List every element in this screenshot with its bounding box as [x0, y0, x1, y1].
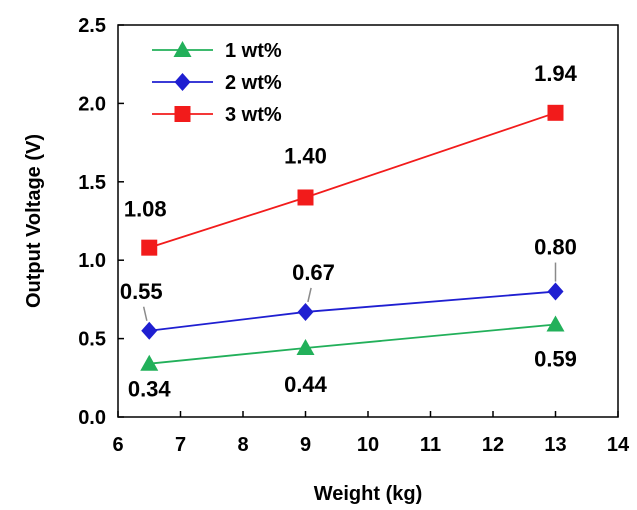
label-leader-line: [307, 287, 312, 303]
series-markers: [140, 104, 565, 371]
legend-label: 3 wt%: [225, 104, 282, 126]
label-leader-lines: [142, 262, 557, 321]
y-tick-label: 0.5: [78, 329, 106, 351]
data-point-marker: [140, 354, 159, 371]
y-tick-label: 1.5: [78, 172, 106, 194]
y-tick-label: 2.5: [78, 15, 106, 37]
x-tick-label: 10: [357, 434, 379, 456]
x-tick-label: 8: [237, 434, 248, 456]
legend-marker: [173, 41, 192, 57]
legend-marker: [174, 106, 191, 122]
data-label: 1.08: [124, 197, 167, 222]
data-point-marker: [296, 339, 315, 356]
x-tick-label: 11: [420, 434, 441, 456]
data-point-marker: [141, 321, 158, 340]
legend-marker: [174, 73, 191, 91]
data-label: 0.44: [284, 372, 328, 397]
label-leader-line: [142, 306, 148, 321]
y-tick-label: 1.0: [78, 250, 106, 272]
data-label: 0.67: [292, 260, 335, 285]
legend-label: 2 wt%: [225, 72, 282, 94]
plot-area: [117, 24, 619, 418]
legend: 1 wt% 2 wt% 3 wt%: [152, 40, 282, 126]
x-ticks: 6 7 8 9 10 11 12 13 14: [112, 411, 630, 456]
data-label: 0.34: [128, 377, 172, 402]
data-point-marker: [547, 282, 564, 301]
y-axis-title: Output Voltage (V): [23, 134, 45, 308]
x-axis-title: Weight (kg): [314, 483, 423, 505]
x-tick-label: 6: [112, 434, 123, 456]
y-tick-label: 0.0: [78, 407, 106, 429]
x-tick-label: 9: [300, 434, 311, 456]
y-tick-label: 2.0: [78, 93, 106, 115]
data-point-marker: [297, 302, 314, 321]
data-point-marker: [547, 104, 564, 121]
data-label: 0.80: [534, 235, 577, 260]
legend-label: 1 wt%: [225, 40, 282, 62]
data-label: 0.55: [120, 279, 163, 304]
x-tick-label: 14: [607, 434, 630, 456]
data-point-marker: [546, 315, 565, 332]
data-point-marker: [141, 239, 158, 256]
y-ticks: 0.0 0.5 1.0 1.5 2.0 2.5: [78, 15, 124, 429]
x-tick-label: 12: [482, 434, 504, 456]
data-label: 1.40: [284, 143, 327, 168]
data-labels: 0.34 0.44 0.59 0.55 0.67 0.80 1.08 1.40 1.94: [120, 61, 578, 402]
data-label: 1.94: [534, 61, 578, 86]
data-point-marker: [297, 189, 314, 206]
x-tick-label: 13: [544, 434, 566, 456]
x-tick-label: 7: [175, 434, 186, 456]
data-label: 0.59: [534, 346, 577, 371]
